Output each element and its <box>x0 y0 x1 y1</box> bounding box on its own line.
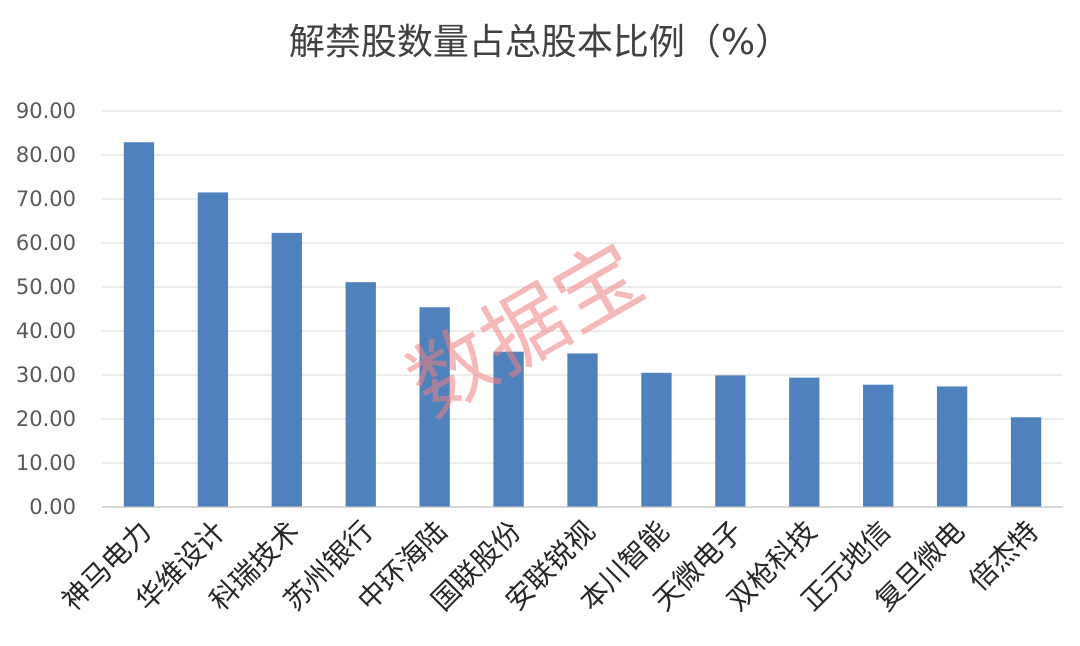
bar-11 <box>863 384 894 507</box>
y-axis-ticks: 0.00 10.00 20.00 30.00 40.00 50.00 60.00 70.00 8… <box>16 99 76 519</box>
bar-9 <box>715 375 746 507</box>
y-tick-label: 80.00 <box>16 143 76 167</box>
watermark: 数据宝 <box>392 224 659 435</box>
y-tick-label: 60.00 <box>16 231 76 255</box>
bar-2 <box>197 192 229 507</box>
bar-4 <box>345 282 376 507</box>
y-tick-label: 50.00 <box>16 275 76 299</box>
chart-title: 解禁股数量占总股本比例（%） <box>289 22 791 63</box>
bar-13 <box>1010 417 1042 507</box>
y-tick-label: 10.00 <box>16 451 76 475</box>
bar-1 <box>123 142 155 508</box>
bar-12 <box>936 386 968 507</box>
bar-8 <box>641 372 672 507</box>
bar-6 <box>493 351 524 507</box>
bar-3 <box>271 232 302 507</box>
y-tick-label: 30.00 <box>16 363 76 387</box>
x-tick-label: 倍杰特 <box>962 515 1045 598</box>
y-tick-label: 70.00 <box>16 187 76 211</box>
y-tick-label: 40.00 <box>16 319 76 343</box>
bar-7 <box>567 353 598 507</box>
bar-10 <box>789 377 820 507</box>
bar-5 <box>419 307 450 507</box>
gridlines <box>102 110 1063 464</box>
y-tick-label: 90.00 <box>16 99 76 123</box>
x-axis-ticks: 神马电力华维设计科瑞技术苏州银行中环海陆国联股份安联锐视本川智能天微电子双枪科技… <box>55 515 1045 618</box>
y-tick-label: 0.00 <box>29 495 76 519</box>
y-tick-label: 20.00 <box>16 407 76 431</box>
bars <box>123 142 1042 508</box>
